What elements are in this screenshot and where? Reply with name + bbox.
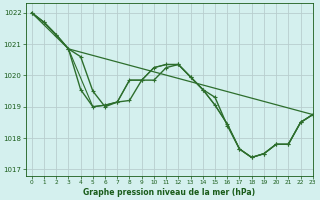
X-axis label: Graphe pression niveau de la mer (hPa): Graphe pression niveau de la mer (hPa) <box>83 188 255 197</box>
